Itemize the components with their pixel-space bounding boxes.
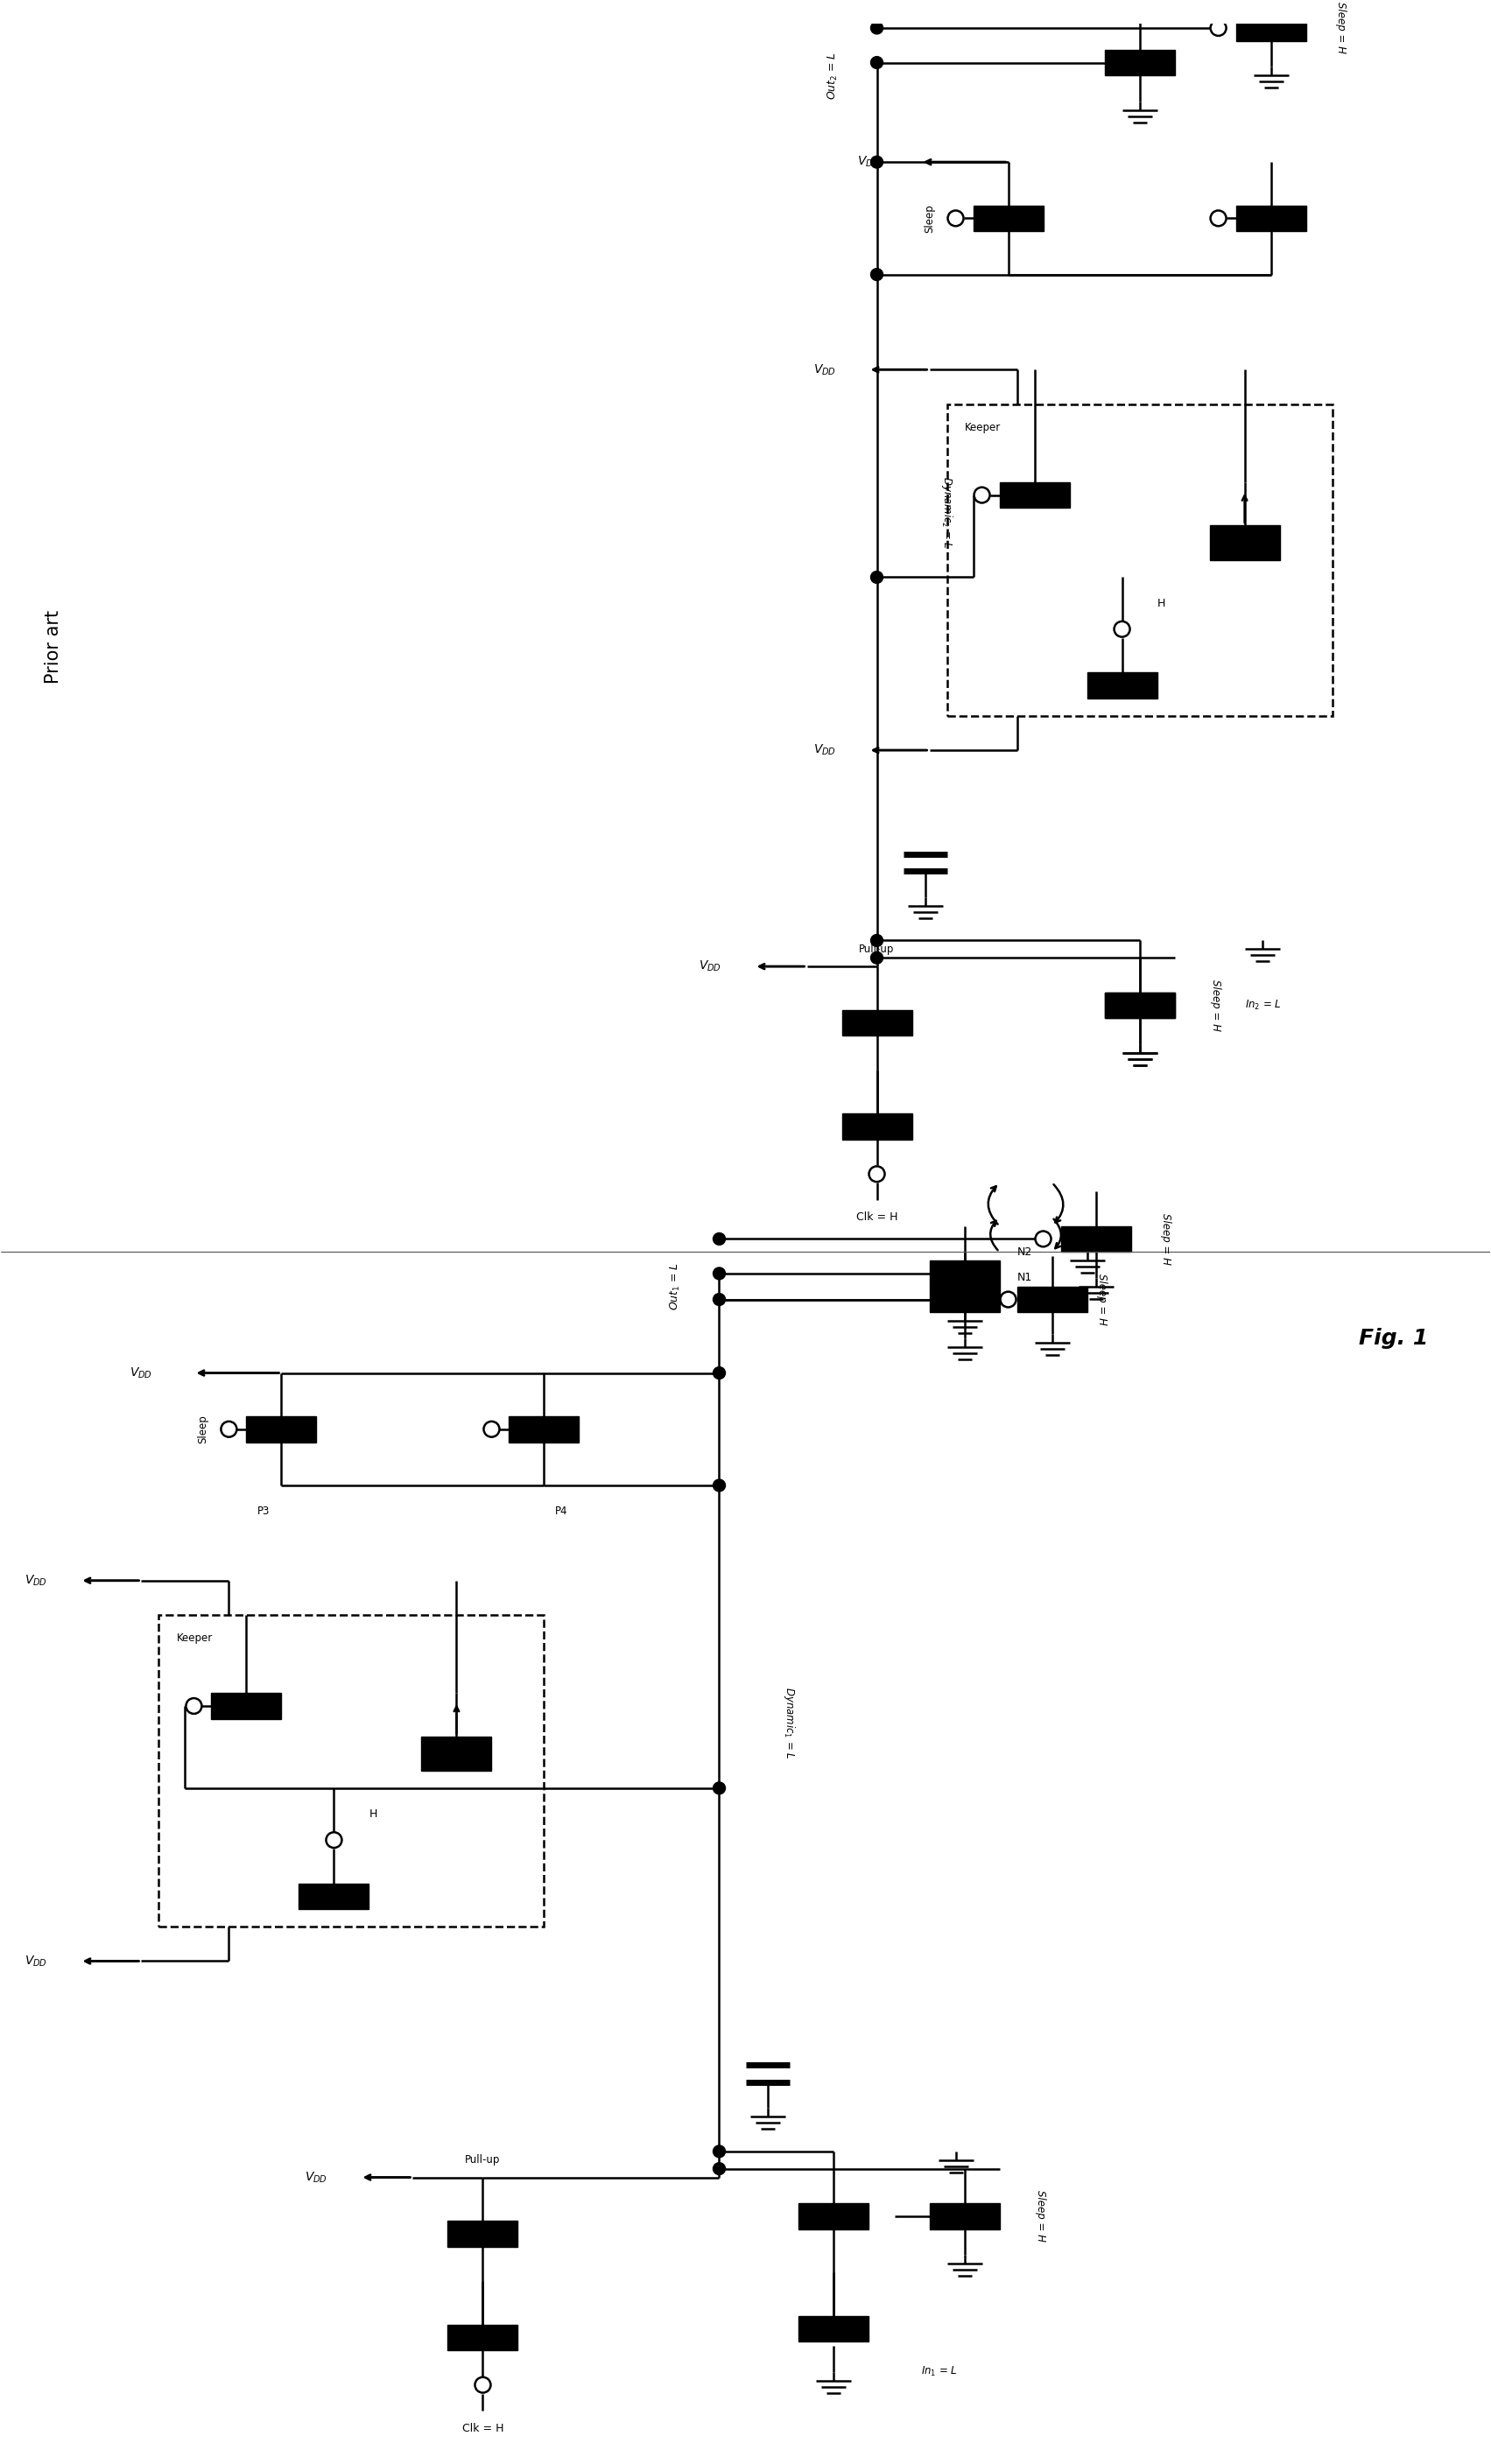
- Circle shape: [871, 155, 883, 168]
- Text: $In_2$ = L: $In_2$ = L: [938, 2210, 975, 2223]
- Text: Prior art: Prior art: [45, 609, 63, 683]
- Bar: [798, 2203, 868, 2230]
- Text: $V_{DD}$: $V_{DD}$: [699, 958, 722, 973]
- Bar: [447, 2324, 517, 2351]
- Bar: [1236, 15, 1306, 42]
- Text: $V_{DD}$: $V_{DD}$: [813, 744, 835, 756]
- Bar: [842, 1010, 912, 1035]
- Text: Sleep = H: Sleep = H: [1096, 1274, 1108, 1326]
- Text: Dynamic$_2$ = L: Dynamic$_2$ = L: [939, 476, 954, 549]
- Text: Sleep: Sleep: [924, 205, 935, 232]
- Text: Sleep = H: Sleep = H: [1336, 2, 1346, 54]
- Bar: [246, 1417, 316, 1441]
- Text: $V_{DD}$: $V_{DD}$: [857, 155, 880, 170]
- Bar: [1105, 993, 1175, 1018]
- Bar: [1236, 205, 1306, 232]
- Circle shape: [713, 1294, 725, 1306]
- Text: $In_1$ = L: $In_1$ = L: [920, 2365, 957, 2378]
- Circle shape: [713, 1478, 725, 1491]
- Text: Sleep = H: Sleep = H: [1035, 2190, 1045, 2242]
- Bar: [160, 1614, 544, 1927]
- Circle shape: [871, 572, 883, 584]
- Bar: [212, 1693, 282, 1720]
- Bar: [929, 1262, 999, 1286]
- Text: Keeper: Keeper: [176, 1634, 212, 1643]
- Bar: [447, 2220, 517, 2247]
- Text: Clk = H: Clk = H: [856, 1212, 898, 1222]
- Circle shape: [713, 2163, 725, 2176]
- Bar: [1105, 49, 1175, 76]
- Text: H: H: [368, 1809, 377, 1821]
- Text: Pull-up: Pull-up: [465, 2154, 501, 2166]
- Text: $V_{DD}$: $V_{DD}$: [25, 1954, 48, 1969]
- Text: Sleep = H: Sleep = H: [1209, 981, 1221, 1032]
- Bar: [798, 2316, 868, 2341]
- Bar: [929, 1286, 999, 1313]
- Text: N1: N1: [1017, 1271, 1032, 1284]
- Bar: [508, 1417, 579, 1441]
- Text: $V_{DD}$: $V_{DD}$: [813, 362, 835, 377]
- Circle shape: [713, 1368, 725, 1380]
- Text: Sleep = H: Sleep = H: [1160, 1212, 1172, 1264]
- Text: Sleep: Sleep: [197, 1414, 209, 1444]
- Bar: [1209, 525, 1279, 559]
- Bar: [298, 1882, 368, 1910]
- Text: P4: P4: [555, 1506, 568, 1518]
- Bar: [974, 205, 1044, 232]
- Text: $V_{DD}$: $V_{DD}$: [306, 2171, 328, 2186]
- Circle shape: [871, 269, 883, 281]
- Text: $Out_1$ = L: $Out_1$ = L: [669, 1262, 681, 1311]
- Bar: [1060, 1227, 1130, 1252]
- Text: $In_2$ = L: $In_2$ = L: [1245, 998, 1281, 1013]
- Circle shape: [713, 1232, 725, 1244]
- Text: Fig. 1: Fig. 1: [1360, 1328, 1428, 1348]
- Text: $Out_2$ = L: $Out_2$ = L: [826, 52, 839, 99]
- Circle shape: [871, 934, 883, 946]
- Bar: [1105, 993, 1175, 1018]
- Circle shape: [713, 2146, 725, 2158]
- Text: P3: P3: [258, 1506, 270, 1518]
- Text: Keeper: Keeper: [965, 421, 1000, 434]
- Bar: [422, 1737, 492, 1772]
- Text: $V_{DD}$: $V_{DD}$: [130, 1365, 152, 1380]
- Text: H: H: [1157, 596, 1166, 609]
- Bar: [1017, 1286, 1087, 1313]
- Circle shape: [871, 951, 883, 963]
- Circle shape: [871, 57, 883, 69]
- Text: Clk = H: Clk = H: [462, 2422, 504, 2434]
- Text: Dynamic$_1$ = L: Dynamic$_1$ = L: [781, 1688, 796, 1759]
- Bar: [1087, 673, 1157, 697]
- Circle shape: [713, 1781, 725, 1794]
- Bar: [999, 483, 1069, 508]
- Text: Pull-up: Pull-up: [859, 944, 895, 956]
- Bar: [842, 1114, 912, 1138]
- Circle shape: [713, 1266, 725, 1279]
- Bar: [947, 404, 1331, 715]
- Text: N2: N2: [1017, 1247, 1032, 1257]
- Bar: [929, 2203, 999, 2230]
- Circle shape: [871, 22, 883, 34]
- Text: $V_{DD}$: $V_{DD}$: [25, 1574, 48, 1587]
